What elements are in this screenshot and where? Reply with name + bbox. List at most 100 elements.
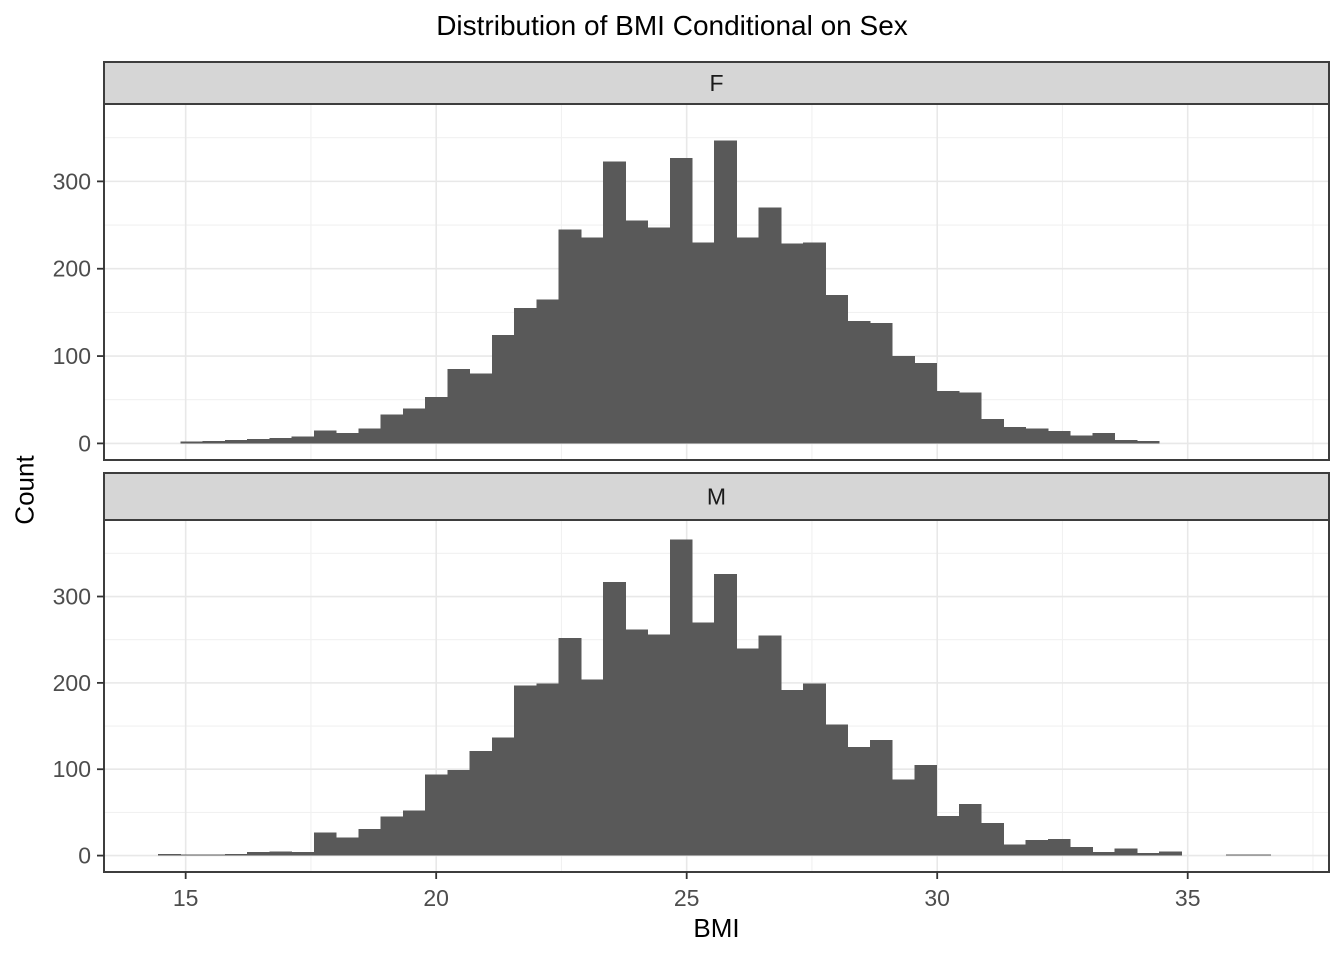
histogram-bar xyxy=(291,852,315,856)
histogram-bar xyxy=(580,679,604,856)
histogram-bar xyxy=(669,539,693,856)
histogram-bar xyxy=(914,363,938,444)
y-axis-tick-label: 200 xyxy=(53,256,91,282)
histogram-bar xyxy=(603,581,626,856)
histogram-bar xyxy=(914,764,938,856)
histogram-bar xyxy=(224,439,248,444)
histogram-bar xyxy=(780,689,804,856)
histogram-bar xyxy=(625,220,649,444)
histogram-bar xyxy=(1114,439,1138,444)
histogram-bar xyxy=(736,237,760,444)
histogram-bar xyxy=(469,373,493,444)
histogram-bar xyxy=(202,854,226,856)
histogram-bar xyxy=(380,816,404,856)
histogram-bar xyxy=(714,140,737,444)
histogram-bar xyxy=(714,574,737,856)
histogram-bar xyxy=(603,161,626,444)
y-axis-tick-label: 300 xyxy=(53,168,91,194)
histogram-bar xyxy=(736,648,760,856)
histogram-bar xyxy=(1025,840,1049,856)
histogram-bar xyxy=(1159,851,1182,856)
histogram-bar xyxy=(780,243,804,444)
histogram-bar xyxy=(692,622,715,856)
histogram-bar xyxy=(469,751,493,856)
histogram-bar xyxy=(491,737,515,856)
histogram-bar xyxy=(180,854,204,856)
histogram-bar xyxy=(291,436,315,444)
histogram-bar xyxy=(1114,848,1138,856)
histogram-bar xyxy=(558,229,582,444)
histogram-bar xyxy=(892,779,915,856)
facet-strip-label: F xyxy=(709,70,723,96)
histogram-bar xyxy=(425,397,448,444)
histogram-bar xyxy=(514,685,537,856)
histogram-bar xyxy=(825,294,849,444)
histogram-bar xyxy=(158,853,181,856)
histogram-bar xyxy=(224,853,248,856)
histogram-bar xyxy=(1025,428,1049,444)
histogram-bar xyxy=(1070,435,1093,444)
histogram-bar xyxy=(1070,846,1093,856)
histogram-bar xyxy=(825,724,849,856)
histogram-bar xyxy=(358,428,382,444)
histogram-bar xyxy=(958,392,982,444)
histogram-bar xyxy=(536,299,560,444)
y-axis-tick-label: 100 xyxy=(53,343,91,369)
histogram-bar xyxy=(580,237,604,444)
histogram-bar xyxy=(269,851,293,856)
histogram-bar xyxy=(380,414,404,444)
histogram-bar xyxy=(647,634,671,856)
histogram-bar xyxy=(1092,432,1116,444)
y-axis-tick-label: 200 xyxy=(53,670,91,696)
histogram-bar xyxy=(247,852,270,856)
histogram-bar xyxy=(247,439,270,444)
y-axis-tick-label: 0 xyxy=(78,843,91,869)
histogram-bar xyxy=(180,441,204,444)
histogram-bar xyxy=(1003,844,1027,856)
histogram-bar xyxy=(892,356,915,444)
histogram-bar xyxy=(958,803,982,856)
y-axis-tick-label: 300 xyxy=(53,584,91,610)
histogram-bar xyxy=(313,832,337,856)
x-axis-tick-label: 25 xyxy=(674,885,700,911)
histogram-bar xyxy=(313,430,337,444)
histogram-bar xyxy=(269,438,293,444)
x-axis-tick-label: 15 xyxy=(173,885,199,911)
x-axis-tick-label: 20 xyxy=(423,885,449,911)
histogram-bar xyxy=(1136,440,1160,444)
histogram-bar xyxy=(847,746,871,856)
histogram-bar xyxy=(447,369,471,444)
x-axis-tick-label: 35 xyxy=(1175,885,1201,911)
facet-strip-label: M xyxy=(707,484,726,510)
histogram-bar xyxy=(1248,854,1271,856)
histogram-bar xyxy=(1047,431,1071,444)
histogram-bar xyxy=(358,828,382,856)
histogram-bar xyxy=(869,739,893,856)
histogram-bar xyxy=(692,242,715,444)
histogram-bar xyxy=(1136,853,1160,856)
histogram-bar xyxy=(402,810,426,856)
histogram-bar xyxy=(202,440,226,444)
histogram-bar xyxy=(981,418,1004,444)
histogram-bar xyxy=(981,822,1004,856)
chart-title: Distribution of BMI Conditional on Sex xyxy=(436,10,908,41)
histogram-bar xyxy=(1092,852,1116,856)
histogram-bar xyxy=(758,207,782,444)
histogram-bar xyxy=(647,227,671,444)
histogram-bar xyxy=(936,815,960,856)
histogram-bar xyxy=(1047,839,1071,856)
histogram-bar xyxy=(425,774,448,856)
histogram-bar xyxy=(803,683,826,856)
histogram-bar xyxy=(447,770,471,856)
y-axis-tick-label: 0 xyxy=(78,430,91,456)
y-axis-tick-label: 100 xyxy=(53,756,91,782)
histogram-bar xyxy=(936,391,960,444)
histogram-bar xyxy=(1225,854,1249,856)
histogram-bar xyxy=(514,308,537,444)
histogram-bar xyxy=(847,321,871,444)
histogram-bar xyxy=(869,322,893,444)
histogram-bar xyxy=(558,637,582,856)
histogram-bar xyxy=(336,432,359,444)
